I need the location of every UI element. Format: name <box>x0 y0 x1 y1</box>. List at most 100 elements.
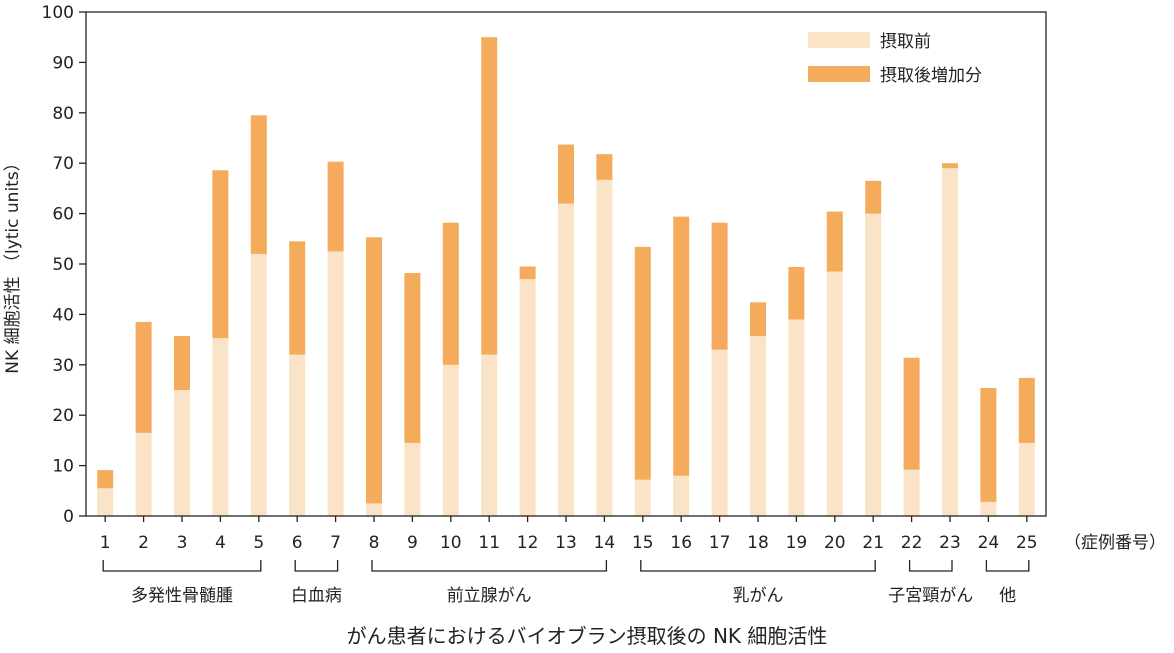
bar-increase-17 <box>711 222 728 350</box>
y-tick-label: 30 <box>52 356 74 376</box>
bar-before-8 <box>366 503 382 516</box>
bar-before-16 <box>673 475 690 516</box>
bar-increase-14 <box>596 154 613 180</box>
y-tick-label: 90 <box>52 53 74 73</box>
x-tick-label: 11 <box>478 533 500 553</box>
bar-before-19 <box>788 319 805 516</box>
bar-before-4 <box>212 338 229 516</box>
x-tick-label: 8 <box>369 533 380 553</box>
bar-before-25 <box>1018 442 1035 516</box>
bar-increase-4 <box>212 170 229 339</box>
bar-before-1 <box>97 488 114 516</box>
bar-increase-15 <box>634 246 651 480</box>
y-tick-label: 70 <box>52 154 74 174</box>
x-axis: 1 2 3 4 5 6 7 8 9 10 11 12 13 14 15 16 17 18 19 20 21 22 23 24 2… <box>100 516 1038 553</box>
x-tick-label: 10 <box>440 533 462 553</box>
x-tick-label: 25 <box>1016 533 1038 553</box>
bar-increase-1 <box>97 470 114 489</box>
x-tick-label: 4 <box>215 533 226 553</box>
bar-before-24 <box>980 501 997 516</box>
group-label: 白血病 <box>291 586 342 606</box>
bar-before-6 <box>289 354 306 516</box>
x-axis-note: （症例番号） <box>1064 533 1166 553</box>
legend-label-before: 摂取前 <box>880 32 931 52</box>
y-axis: 0 10 20 30 40 50 60 70 80 90 100 <box>42 3 86 527</box>
x-tick-label: 17 <box>709 533 731 553</box>
y-tick-label: 60 <box>52 205 74 225</box>
x-tick-label: 5 <box>253 533 264 553</box>
x-tick-label: 14 <box>594 533 616 553</box>
bar-before-15 <box>634 479 651 516</box>
bar-before-13 <box>558 203 574 516</box>
bar-increase-11 <box>481 37 498 355</box>
bar-increase-21 <box>865 180 882 214</box>
bar-before-2 <box>135 432 152 516</box>
y-tick-label: 0 <box>63 507 74 527</box>
bar-before-18 <box>750 336 766 516</box>
y-tick-label: 10 <box>52 457 74 477</box>
legend-swatch-increase <box>808 66 870 82</box>
x-tick-label: 12 <box>517 533 539 553</box>
bar-increase-3 <box>174 336 190 390</box>
legend: 摂取前 摂取後増加分 <box>808 32 982 86</box>
bar-before-10 <box>442 364 459 516</box>
y-tick-label: 50 <box>52 255 74 275</box>
x-tick-label: 21 <box>862 533 884 553</box>
group-brackets: 多発性骨髄腫 白血病 前立腺がん 乳がん 子宮頸がん 他 <box>102 560 1030 606</box>
group-bracket <box>985 560 1030 572</box>
bar-increase-19 <box>788 267 805 320</box>
y-tick-label: 100 <box>42 3 74 23</box>
bar-increase-2 <box>135 321 152 433</box>
bar-before-12 <box>519 279 536 516</box>
bar-before-17 <box>711 349 728 516</box>
legend-label-increase: 摂取後増加分 <box>880 66 982 86</box>
bar-before-11 <box>481 354 498 516</box>
group-bracket <box>640 560 876 572</box>
group-label: 前立腺がん <box>447 586 532 606</box>
bar-increase-9 <box>404 273 421 443</box>
bar-before-14 <box>596 179 613 516</box>
bar-before-7 <box>327 251 344 516</box>
bar-increase-10 <box>442 222 459 365</box>
group-label: 乳がん <box>733 586 784 606</box>
bar-before-5 <box>250 253 267 517</box>
x-tick-label: 6 <box>292 533 303 553</box>
group-bracket <box>294 560 339 572</box>
bar-increase-8 <box>366 237 382 504</box>
legend-swatch-before <box>808 32 870 48</box>
x-tick-label: 20 <box>824 533 846 553</box>
group-bracket <box>102 560 262 572</box>
bar-before-9 <box>404 442 421 516</box>
x-tick-label: 13 <box>555 533 577 553</box>
y-axis-label: NK 細胞活性 （lytic units） <box>3 154 23 373</box>
bar-increase-16 <box>673 216 690 476</box>
bar-before-21 <box>865 213 882 516</box>
bars-layer <box>97 37 1035 517</box>
x-tick-label: 1 <box>100 533 111 553</box>
y-tick-label: 40 <box>52 305 74 325</box>
bar-increase-7 <box>327 161 344 252</box>
group-bracket <box>371 560 608 572</box>
y-tick-label: 80 <box>52 104 74 124</box>
bar-increase-18 <box>750 302 766 337</box>
bar-increase-24 <box>980 387 997 502</box>
y-tick-label: 20 <box>52 406 74 426</box>
bar-increase-20 <box>826 211 843 272</box>
bar-increase-6 <box>289 241 306 355</box>
bar-increase-13 <box>558 144 574 204</box>
bar-before-23 <box>942 168 958 517</box>
bar-before-20 <box>826 271 843 516</box>
group-bracket <box>908 560 953 572</box>
x-tick-label: 23 <box>939 533 961 553</box>
x-tick-label: 16 <box>670 533 692 553</box>
group-label: 多発性骨髄腫 <box>131 586 233 606</box>
x-tick-label: 9 <box>407 533 418 553</box>
bar-increase-23 <box>942 163 958 169</box>
x-tick-label: 15 <box>632 533 654 553</box>
x-tick-label: 22 <box>901 533 923 553</box>
bar-increase-12 <box>519 266 536 280</box>
x-tick-label: 3 <box>177 533 188 553</box>
bar-increase-22 <box>903 357 920 470</box>
bar-increase-5 <box>250 115 267 254</box>
x-tick-label: 19 <box>786 533 808 553</box>
